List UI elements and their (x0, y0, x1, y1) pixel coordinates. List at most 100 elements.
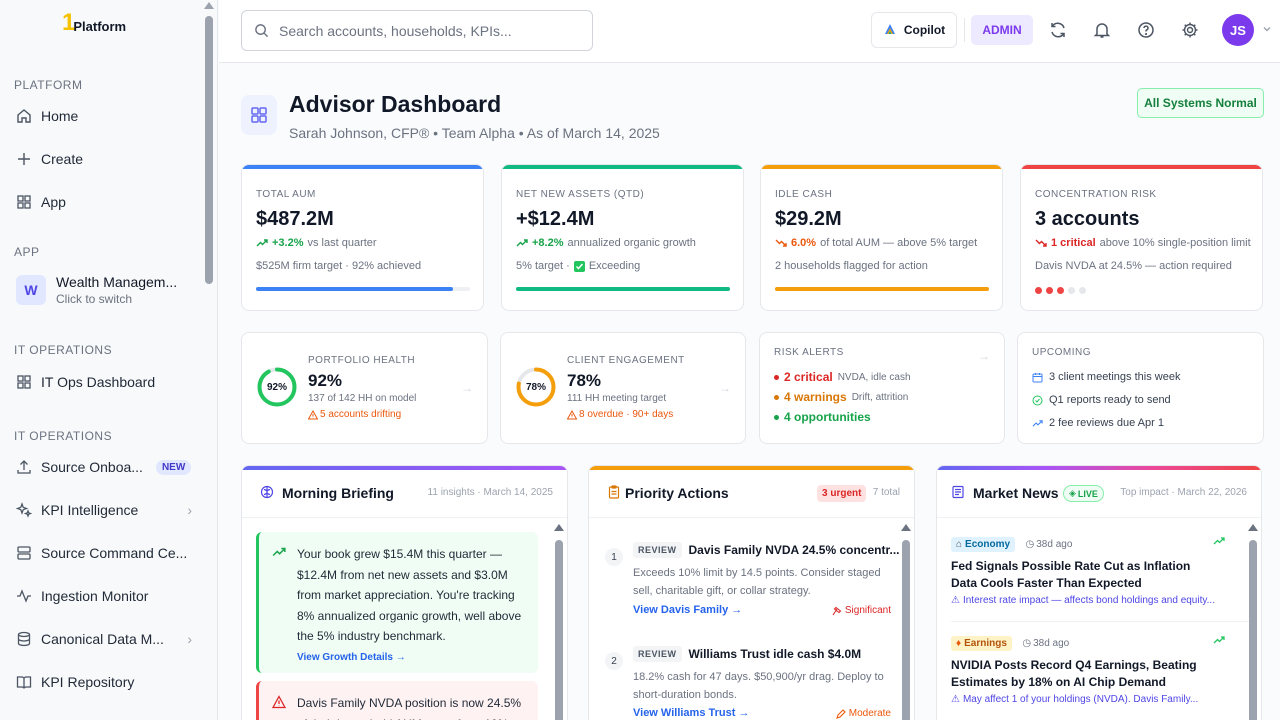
urgent-badge: 3 urgent (817, 485, 867, 502)
kpi-delta-text: of total AUM — above 5% target (820, 237, 978, 249)
arrow-right-icon[interactable]: → (461, 381, 473, 395)
insight-card-growth[interactable]: Your book grew $15.4M this quarter — $12… (256, 532, 538, 673)
sidebar-item-kpi-intelligence[interactable]: KPI Intelligence › (16, 502, 192, 518)
platform-logo[interactable]: 1 Platform (62, 9, 126, 36)
scroll-thumb[interactable] (205, 16, 213, 284)
action-header: REVIEW Davis Family NVDA 24.5% concentr.… (633, 542, 900, 558)
upcoming-item[interactable]: Q1 reports ready to send (1032, 394, 1171, 406)
sidebar-item-it-ops-dashboard[interactable]: IT Ops Dashboard (16, 374, 192, 390)
sidebar-item-create[interactable]: Create (16, 151, 192, 167)
review-tag: REVIEW (633, 542, 682, 558)
risk-alerts-card[interactable]: RISK ALERTS → 2 critical NVDA, idle cash… (759, 332, 1005, 444)
news-scrollbar[interactable] (1247, 524, 1259, 720)
client-engagement-card[interactable]: 78% CLIENT ENGAGEMENT 78% 111 HH meeting… (500, 332, 746, 444)
insight-card-concentration[interactable]: Davis Family NVDA position is now 24.5% … (256, 681, 538, 720)
refresh-icon[interactable] (1049, 21, 1067, 39)
help-icon[interactable] (1137, 21, 1155, 39)
system-status-badge[interactable]: All Systems Normal (1137, 88, 1264, 118)
kpi-card-idle-cash[interactable]: IDLE CASH $29.2M 6.0% of total AUM — abo… (760, 164, 1003, 311)
arrow-right-icon[interactable]: → (978, 349, 990, 363)
news-impact-text: May affect 1 of your holdings (NVDA). Da… (962, 694, 1199, 705)
card-accent (1021, 165, 1262, 169)
severity-indicator: Moderate (835, 708, 891, 719)
section-platform: PLATFORM (14, 78, 83, 92)
scroll-up-arrow[interactable] (554, 524, 564, 531)
kpi-delta: 1 critical above 10% single-position lim… (1035, 237, 1251, 249)
upcoming-item[interactable]: 2 fee reviews due Apr 1 (1032, 417, 1164, 429)
sidebar-item-home[interactable]: Home (16, 108, 192, 124)
kpi-note: 2 households flagged for action (775, 260, 928, 272)
action-number: 2 (605, 652, 623, 670)
sidebar-item-source-command-center[interactable]: Source Command Ce... (16, 545, 192, 561)
kpi-card-concentration-risk[interactable]: CONCENTRATION RISK 3 accounts 1 critical… (1020, 164, 1263, 311)
risk-alert-critical[interactable]: 2 critical NVDA, idle cash (774, 370, 911, 384)
sidebar-scrollbar[interactable] (201, 0, 215, 720)
app-name: Wealth Managem... (56, 274, 178, 290)
chevron-down-icon[interactable] (1262, 24, 1272, 34)
upcoming-text: Q1 reports ready to send (1049, 394, 1171, 406)
gear-icon[interactable] (1181, 21, 1199, 39)
kpi-value: $487.2M (256, 208, 334, 230)
health-sub: 137 of 142 HH on model (308, 393, 417, 404)
warning-icon: ⚠ (951, 595, 960, 606)
copilot-button[interactable]: Copilot (871, 12, 957, 48)
user-avatar[interactable]: JS (1222, 14, 1254, 46)
kpi-card-total-aum[interactable]: TOTAL AUM $487.2M +3.2% vs last quarter … (241, 164, 484, 311)
view-growth-details-link[interactable]: View Growth Details → (297, 651, 406, 663)
sidebar-item-label: Canonical Data M... (41, 631, 164, 647)
app-switcher[interactable]: W Wealth Managem... Click to switch (16, 274, 177, 306)
sidebar-item-canonical-data-model[interactable]: Canonical Data M... › (16, 631, 192, 647)
sidebar-item-kpi-repository[interactable]: KPI Repository (16, 674, 192, 690)
sidebar-item-source-onboarding[interactable]: Source Onboa... NEW (16, 459, 192, 475)
health-value: 92% (308, 371, 343, 390)
scroll-up-arrow[interactable] (1248, 524, 1258, 531)
risk-alert-warnings[interactable]: 4 warnings Drift, attrition (774, 390, 908, 404)
priority-action-item[interactable]: 2 REVIEW Williams Trust idle cash $4.0M … (601, 646, 891, 720)
portfolio-health-card[interactable]: 92% PORTFOLIO HEALTH 92% 137 of 142 HH o… (241, 332, 488, 444)
scroll-thumb[interactable] (1249, 540, 1257, 720)
search-input[interactable] (279, 22, 569, 39)
hammer-icon (832, 606, 842, 615)
arrow-right-icon[interactable]: → (719, 381, 731, 395)
sidebar-item-ingestion-monitor[interactable]: Ingestion Monitor (16, 588, 192, 604)
upcoming-text: 3 client meetings this week (1049, 371, 1181, 383)
portfolio-health-ring: 92% (256, 366, 298, 408)
kpi-note: $525M firm target · 92% achieved (256, 260, 422, 272)
chevron-right-icon: › (187, 631, 192, 647)
logo-mark: 1 (62, 9, 76, 36)
upcoming-card[interactable]: UPCOMING 3 client meetings this week Q1 … (1017, 332, 1264, 444)
risk-alert-detail: NVDA, idle cash (837, 371, 911, 383)
scroll-up-arrow[interactable] (204, 2, 214, 9)
kpi-note: Davis NVDA at 24.5% — action required (1035, 260, 1232, 272)
section-it-operations-2: IT OPERATIONS (14, 429, 113, 443)
scroll-up-arrow[interactable] (901, 524, 911, 531)
bell-icon[interactable] (1093, 21, 1111, 39)
sidebar-item-app[interactable]: App (16, 194, 192, 210)
scroll-thumb[interactable] (902, 540, 910, 720)
news-impact: ⚠ May affect 1 of your holdings (NVDA). D… (951, 694, 1241, 705)
market-news-panel: Market News ◈ LIVE Top impact · March 22… (936, 465, 1262, 720)
calendar-icon (1032, 372, 1043, 382)
panel-header: Morning Briefing 11 insights · March 14,… (242, 466, 567, 518)
news-item[interactable]: ♦ Earnings ◷ 38d ago NVIDIA Posts Record … (951, 633, 1241, 705)
admin-badge[interactable]: ADMIN (971, 15, 1033, 45)
kpi-card-net-new-assets[interactable]: NET NEW ASSETS (QTD) +$12.4M +8.2% annua… (501, 164, 744, 311)
priority-scrollbar[interactable] (900, 524, 912, 720)
sidebar: 1 Platform PLATFORM Home Create App APP … (0, 0, 218, 720)
search-box[interactable] (241, 10, 593, 51)
risk-dot-empty (1079, 287, 1086, 294)
risk-alert-opportunities[interactable]: 4 opportunities (774, 410, 871, 424)
panel-header: Priority Actions 3 urgent 7 total (589, 466, 914, 518)
news-item[interactable]: ⌂ Economy ◷ 38d ago Fed Signals Possible … (951, 534, 1241, 606)
view-williams-trust-link[interactable]: View Williams Trust → (633, 707, 750, 719)
priority-action-item[interactable]: 1 REVIEW Davis Family NVDA 24.5% concent… (601, 542, 900, 622)
news-headline[interactable]: NVIDIA Posts Record Q4 Earnings, Beating… (951, 658, 1197, 689)
view-davis-family-link[interactable]: View Davis Family → (633, 604, 743, 616)
scroll-thumb[interactable] (555, 540, 563, 720)
trend-up-icon (272, 547, 286, 557)
news-headline[interactable]: Fed Signals Possible Rate Cut as Inflati… (951, 559, 1191, 590)
fire-icon: ♦ (956, 638, 962, 649)
briefing-scrollbar[interactable] (553, 524, 565, 720)
warning-icon (567, 409, 577, 419)
upcoming-item[interactable]: 3 client meetings this week (1032, 371, 1180, 383)
